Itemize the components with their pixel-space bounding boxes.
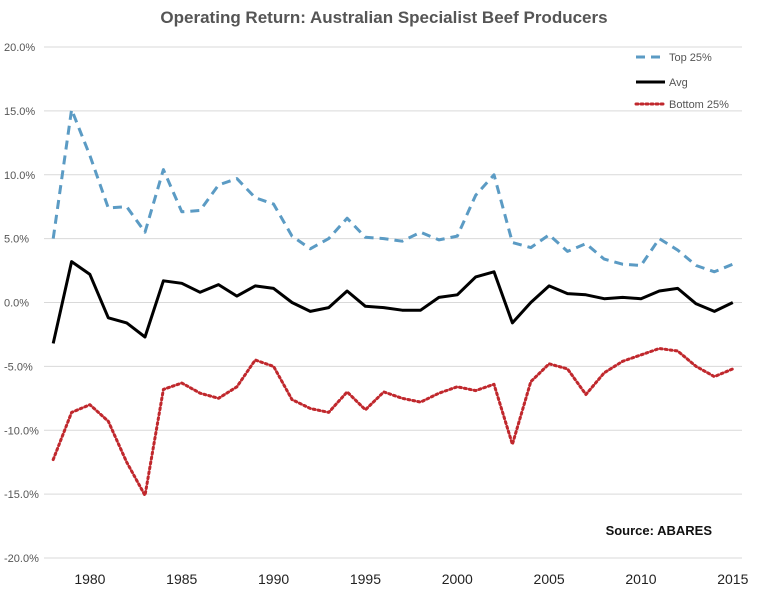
x-tick-label: 2000 [442,571,473,587]
y-tick-label: -20.0% [4,553,39,565]
legend-label: Avg [669,77,688,89]
x-tick-label: 2015 [717,571,748,587]
y-tick-label: 15.0% [4,106,35,118]
legend-label: Top 25% [669,52,712,64]
x-tick-label: 2005 [534,571,565,587]
x-tick-label: 1995 [350,571,381,587]
series-line-2 [51,347,735,497]
x-tick-label: 1990 [258,571,289,587]
source-annotation: Source: ABARES [606,523,713,538]
y-tick-label: 10.0% [4,170,35,182]
chart-title: Operating Return: Australian Specialist … [160,8,608,27]
y-tick-label: -10.0% [4,425,39,437]
y-tick-label: 0.0% [4,298,29,310]
x-tick-label: 2010 [625,571,656,587]
x-tick-label: 1985 [166,571,197,587]
series-line-1 [51,260,734,344]
gridlines [44,46,742,559]
y-tick-label: 20.0% [4,42,35,54]
series-lines [51,108,735,497]
x-tick-label: 1980 [74,571,105,587]
legend: Top 25% Avg Bottom 25% [634,52,729,111]
legend-label: Bottom 25% [669,99,729,111]
y-tick-label: -15.0% [4,489,39,501]
y-axis-ticks: 20.0% 15.0% 10.0% 5.0% 0.0% -5.0% -10.0% -15.0%… [4,42,39,565]
y-tick-label: 5.0% [4,234,29,246]
x-axis-ticks: 1980 1985 1990 1995 2000 2005 2010 2015 [74,571,748,587]
y-tick-label: -5.0% [4,361,33,373]
series-line-0 [51,108,734,274]
